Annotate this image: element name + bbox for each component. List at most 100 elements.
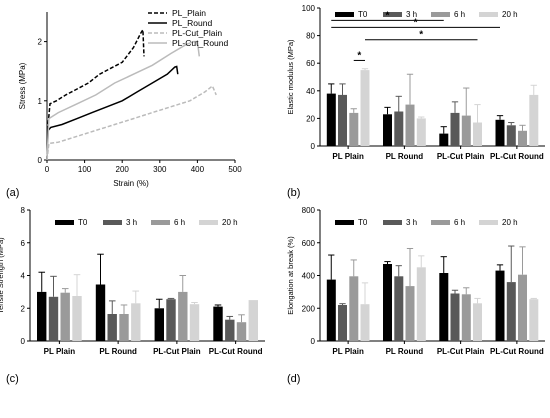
bar-t0	[154, 308, 164, 342]
significance-marker: *	[386, 10, 390, 21]
legend-label: PL_Round	[172, 18, 212, 28]
bar-t0	[439, 273, 449, 341]
legend-swatch	[431, 12, 450, 17]
legend-label: 6 h	[454, 218, 465, 227]
series-line-pl-cut-round	[46, 40, 201, 161]
bar-3h	[166, 299, 176, 341]
bar-3h	[394, 111, 404, 146]
y-tick-label: 6	[21, 239, 26, 248]
legend-swatch	[103, 220, 122, 225]
legend-label: T0	[78, 218, 88, 227]
panel-b-elastic-modulus: 0 20 40 60 80 100 Elastic modulus (MPa) PL Plai…	[286, 4, 545, 161]
legend-label: 3 h	[406, 218, 417, 227]
bar-3h	[225, 319, 235, 341]
x-tick-label: 300	[153, 165, 167, 174]
bar-3h	[450, 293, 460, 341]
legend-swatch	[335, 12, 354, 17]
bar-6h	[236, 322, 247, 341]
bar-t0	[383, 264, 392, 341]
legend-label: PL_Plain	[172, 8, 206, 18]
significance-marker: *	[357, 50, 361, 61]
legend-label: 6 h	[174, 218, 185, 227]
y-tick-label: 200	[302, 304, 316, 313]
legend-label: 20 h	[502, 218, 518, 227]
bar-20h	[360, 304, 370, 341]
y-tick-label: 1	[38, 97, 43, 106]
panel-d-elongation: 0 200 400 600 800 Elongation at break (%) PL P…	[286, 206, 545, 356]
y-tick-label: 20	[306, 114, 315, 123]
legend-swatch	[479, 12, 498, 17]
category-label: PL Plain	[44, 347, 76, 356]
bar-6h	[349, 276, 359, 341]
bar-t0	[495, 270, 505, 341]
y-axis-label: Stress (MPa)	[18, 62, 27, 109]
y-tick-label: 0	[21, 337, 26, 346]
category-label: PL Plain	[332, 152, 364, 161]
legend-label: 3 h	[406, 10, 417, 19]
panel-a-stress-strain: 0 1 2 0 100 200 300 400 500 Strain (%) Stress (MPa…	[18, 8, 242, 188]
y-tick-label: 800	[302, 206, 316, 215]
bar-20h	[72, 296, 82, 341]
bar-20h	[473, 122, 482, 146]
category-label: PL-Cut Plain	[437, 152, 485, 161]
y-tick-label: 0	[311, 337, 316, 346]
bar-6h	[178, 291, 188, 341]
legend-label: PL-Cut_Round	[172, 38, 229, 48]
bar-6h	[349, 112, 359, 146]
series-line-pl-plain	[46, 27, 145, 161]
bar-6h	[119, 314, 129, 341]
legend-swatch	[383, 12, 402, 17]
category-label: PL-Cut Round	[490, 347, 544, 356]
panel-c-tensile-strength: 0 2 4 6 8 Tensile Strength (MPa) PL Plain PL Ro…	[0, 206, 265, 356]
legend-swatch	[199, 220, 218, 225]
x-tick-label: 400	[191, 165, 205, 174]
legend-label: 6 h	[454, 10, 465, 19]
panel-label-d: (d)	[287, 373, 300, 385]
category-label: PL Round	[386, 347, 424, 356]
y-tick-label: 2	[21, 304, 26, 313]
series-line-pl-cut-plain	[46, 84, 217, 161]
bar-6h	[60, 292, 70, 341]
category-label: PL Round	[99, 347, 137, 356]
bar-20h	[529, 94, 539, 146]
panel-label-a: (a)	[6, 187, 19, 199]
bar-6h	[405, 286, 415, 341]
x-tick-label: 100	[78, 165, 92, 174]
bar-20h	[360, 70, 370, 146]
category-label: PL-Cut Plain	[153, 347, 201, 356]
x-tick-label: 0	[45, 165, 50, 174]
bar-t0	[95, 284, 106, 341]
bar-t0	[326, 93, 336, 146]
legend-swatch	[151, 220, 170, 225]
legend-swatch	[383, 220, 402, 225]
category-label: PL Plain	[332, 347, 364, 356]
x-tick-label: 200	[116, 165, 130, 174]
bar-3h	[450, 112, 460, 146]
legend-label: T0	[358, 218, 368, 227]
legend-label: 20 h	[502, 10, 518, 19]
category-label: PL Round	[386, 152, 424, 161]
legend-swatch	[55, 220, 74, 225]
bar-6h	[518, 274, 527, 341]
bar-t0	[326, 279, 336, 341]
series-line-pl-round	[46, 65, 179, 161]
bar-20h	[131, 303, 141, 341]
y-tick-label: 600	[302, 239, 316, 248]
bar-20h	[473, 303, 482, 341]
bar-t0	[213, 306, 223, 341]
y-tick-label: 80	[306, 32, 315, 41]
category-label: PL-Cut Plain	[437, 347, 485, 356]
legend-label: 20 h	[222, 218, 238, 227]
y-axis-label: Elongation at break (%)	[286, 236, 295, 315]
bar-3h	[338, 305, 347, 341]
panel-label-b: (b)	[287, 187, 300, 199]
legend-swatch	[479, 220, 498, 225]
y-axis-label: Tensile Strength (MPa)	[0, 237, 5, 314]
bar-3h	[107, 314, 117, 341]
bar-t0	[439, 133, 449, 146]
bar-3h	[506, 282, 516, 341]
y-tick-label: 0	[311, 142, 316, 151]
bar-6h	[518, 130, 527, 146]
category-label: PL-Cut Round	[209, 347, 263, 356]
